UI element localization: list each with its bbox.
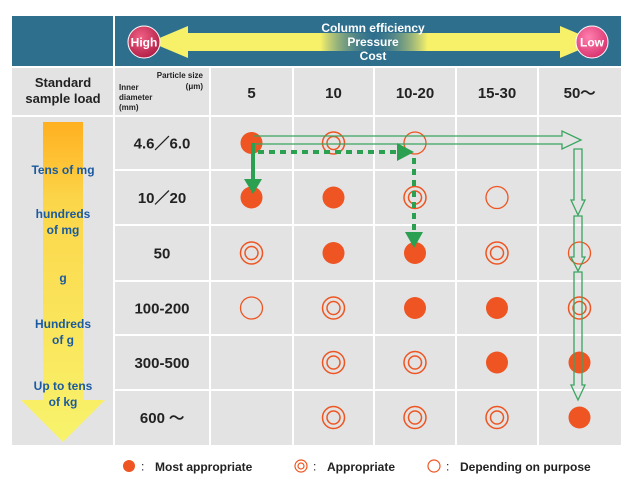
depending-on-purpose-circle <box>403 131 427 155</box>
corner-labels: Standard sample load Particle size (μm) … <box>25 71 203 112</box>
appropriate-inner-circle <box>407 355 423 370</box>
appropriate-double-circle <box>321 131 346 155</box>
legend-colon-2: : <box>313 460 316 474</box>
sample-load-label: Up to tens <box>34 379 93 393</box>
appropriate-inner-circle <box>326 300 341 316</box>
particle-size-header: 15-30 <box>478 85 516 102</box>
inner-diameter-label-line2: diameter <box>119 93 152 102</box>
most-appropriate-dot <box>404 297 426 319</box>
table-body <box>12 67 621 445</box>
legend-purpose-label: Depending on purpose <box>460 460 591 474</box>
legend-colon-1: : <box>141 460 144 474</box>
particle-size-header: 50～ <box>564 85 596 102</box>
particle-size-unit: (μm) <box>186 82 204 91</box>
legend-most-label: Most appropriate <box>155 460 253 474</box>
appropriate-double-circle <box>239 241 264 265</box>
appropriate-double-circle <box>321 405 346 430</box>
dotted-arrow-head-vertical <box>405 232 423 248</box>
most-appropriate-dot <box>486 351 508 374</box>
inner-diameter-headers: 4.6／6.0 10／20 50 100-200 300-500 600 ～ <box>134 135 191 428</box>
sample-load-label: of mg <box>47 223 80 237</box>
low-badge <box>575 25 609 59</box>
most-appropriate-dot <box>404 242 426 264</box>
sample-load-labels: Tens of mg hundreds of mg g Hundreds of g Up t… <box>31 163 94 409</box>
depending-on-purpose-circle <box>239 296 264 320</box>
inner-diameter-header: 50 <box>154 246 171 263</box>
header-line-pressure: Pressure <box>347 35 399 49</box>
particle-size-headers: 5 10 10-20 15-30 50～ <box>247 85 595 102</box>
particle-size-header: 10-20 <box>396 85 434 102</box>
inner-diameter-label-line1: Inner <box>119 83 139 92</box>
grid-lines <box>12 16 621 445</box>
standard-sample-load-line2: sample load <box>25 91 100 106</box>
inner-diameter-header: 4.6／6.0 <box>134 135 191 153</box>
outline-arrow-vertical <box>569 148 587 402</box>
particle-size-header: 10 <box>325 85 342 102</box>
high-badge <box>127 25 161 59</box>
appropriate-inner-circle <box>572 300 587 316</box>
most-appropriate-dot <box>568 351 591 374</box>
appropriate-inner-circle <box>326 355 341 370</box>
depending-on-purpose-circle <box>567 241 592 265</box>
appropriate-inner-circle <box>244 245 259 261</box>
inner-diameter-header: 100-200 <box>134 301 189 318</box>
legend: : Most appropriate : Appropriate : Depen… <box>123 459 591 474</box>
most-appropriate-dot <box>240 186 263 209</box>
legend-purpose-symbol <box>427 459 441 473</box>
sample-load-label: Hundreds <box>35 317 91 331</box>
header-double-arrow-shape <box>150 26 598 58</box>
sample-load-arrow <box>21 122 105 442</box>
legend-colon-3: : <box>446 460 449 474</box>
sample-load-label: of kg <box>49 395 78 409</box>
header-line-efficiency: Column efficiency <box>321 21 425 35</box>
solid-arrow-head-col5 <box>244 179 262 194</box>
legend-appropriate-symbol-inner <box>297 462 305 470</box>
standard-sample-load-line1: Standard <box>35 75 91 90</box>
appropriate-inner-circle <box>407 410 423 425</box>
dotted-arrow-head-horizontal <box>397 143 414 161</box>
sample-load-label: of g <box>52 333 74 347</box>
most-appropriate-dot <box>322 186 345 209</box>
legend-appropriate-symbol-outer <box>294 459 308 473</box>
inner-diameter-unit: (mm) <box>119 103 139 112</box>
appropriate-inner-circle <box>489 245 505 261</box>
sample-load-label: hundreds <box>36 207 91 221</box>
legend-most-symbol <box>123 460 135 472</box>
most-appropriate-dot <box>322 242 345 264</box>
appropriate-double-circle <box>403 350 427 375</box>
scale-up-arrows <box>244 129 587 402</box>
inner-diameter-header: 10／20 <box>138 189 186 207</box>
low-label: Low <box>580 36 605 50</box>
appropriate-double-circle <box>403 405 427 430</box>
sample-load-label: Tens of mg <box>31 163 94 177</box>
header-line-cost: Cost <box>360 49 387 63</box>
most-appropriate-dot <box>486 297 508 319</box>
appropriate-double-circle <box>403 185 427 210</box>
appropriate-inner-circle <box>326 410 341 425</box>
particle-size-label: Particle size <box>157 71 204 80</box>
appropriate-double-circle <box>567 296 592 320</box>
sample-load-label: g <box>59 271 66 285</box>
outline-arrow-horizontal <box>254 129 583 151</box>
legend-appropriate-label: Appropriate <box>327 460 395 474</box>
appropriate-double-circle <box>485 241 509 265</box>
most-appropriate-dot <box>568 406 591 429</box>
header-double-arrow: High Low Column efficiency Pressure Cost <box>127 21 609 63</box>
particle-size-header: 5 <box>247 85 255 102</box>
inner-diameter-header: 300-500 <box>134 355 189 372</box>
appropriate-double-circle <box>321 296 346 320</box>
appropriate-inner-circle <box>489 410 505 425</box>
depending-on-purpose-circle <box>485 185 509 210</box>
grid-background <box>12 16 621 445</box>
appropriate-double-circle <box>321 350 346 375</box>
high-label: High <box>131 36 158 50</box>
appropriate-double-circle <box>485 405 509 430</box>
inner-diameter-header: 600 ～ <box>140 410 184 427</box>
